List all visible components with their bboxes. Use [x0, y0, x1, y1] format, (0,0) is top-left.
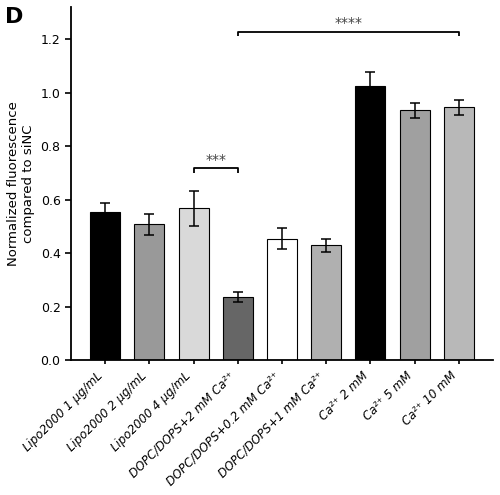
Bar [400, 110, 430, 360]
Bar [356, 86, 386, 360]
Text: ****: **** [334, 16, 362, 30]
Bar [90, 212, 120, 360]
Bar [444, 107, 474, 360]
Y-axis label: Normalized fluorescence
compared to siNC: Normalized fluorescence compared to siNC [7, 101, 35, 266]
Bar [311, 245, 341, 360]
Bar [267, 239, 297, 360]
Bar [178, 208, 208, 360]
Bar [134, 224, 164, 360]
Text: D: D [5, 7, 24, 27]
Bar [222, 297, 253, 360]
Text: ***: *** [205, 153, 226, 167]
